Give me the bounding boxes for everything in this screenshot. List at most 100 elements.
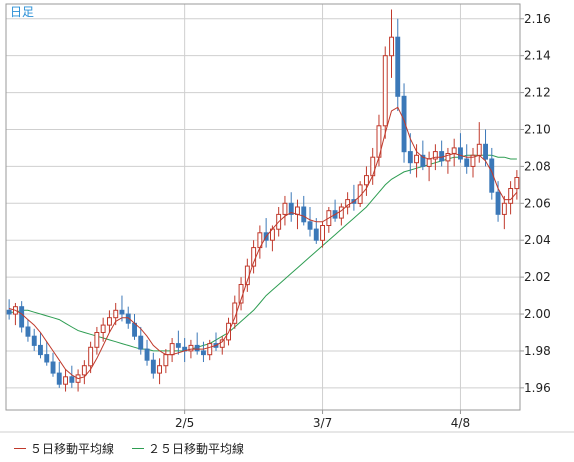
candle-body xyxy=(401,95,407,153)
legend-label-ma25: ２５日移動平均線 xyxy=(148,442,245,456)
candle xyxy=(150,352,156,379)
legend-item-ma25: ２５日移動平均線 xyxy=(132,440,244,457)
candle xyxy=(207,339,213,361)
candle-body xyxy=(338,206,344,219)
candle xyxy=(138,326,144,355)
y-tick-label: 2.14 xyxy=(524,49,551,63)
candle-body xyxy=(113,309,119,319)
y-tick-label: 2.02 xyxy=(524,270,551,284)
candle xyxy=(458,133,463,163)
candle xyxy=(44,341,50,366)
candle xyxy=(395,18,401,112)
candle xyxy=(25,319,31,342)
candle-body xyxy=(483,143,489,160)
candle-body xyxy=(144,348,150,361)
legend-swatch-ma5 xyxy=(14,448,26,449)
candle xyxy=(175,330,181,355)
y-tick-label: 2.08 xyxy=(524,159,551,173)
candle-body xyxy=(476,143,482,156)
candle xyxy=(470,147,476,178)
period-label: 日足 xyxy=(10,5,34,19)
candle xyxy=(107,310,112,333)
candle-body xyxy=(395,36,401,97)
candle-body xyxy=(295,206,300,215)
candle xyxy=(338,203,344,226)
candle xyxy=(194,332,200,355)
candle-body xyxy=(44,354,50,363)
y-tick-label: 2.10 xyxy=(524,122,551,136)
candle xyxy=(326,207,332,233)
candle xyxy=(263,218,269,248)
candle-body xyxy=(50,361,56,374)
candle xyxy=(38,332,43,359)
candle-body xyxy=(458,147,463,160)
candle xyxy=(213,332,219,351)
candle-body xyxy=(169,343,175,356)
candle xyxy=(88,341,94,374)
candle xyxy=(132,314,138,340)
gridlines xyxy=(6,4,520,410)
legend-swatch-ma25 xyxy=(132,448,145,449)
y-tick-label: 2.16 xyxy=(524,12,551,26)
candle xyxy=(439,140,445,167)
candle xyxy=(81,360,87,385)
candle-body xyxy=(313,228,319,241)
candle xyxy=(6,299,12,320)
candle xyxy=(219,336,225,355)
candle xyxy=(94,326,100,355)
candle-body xyxy=(432,151,438,160)
candle-body xyxy=(175,343,181,348)
candle-body xyxy=(407,151,413,164)
candle xyxy=(288,192,294,222)
candle-body xyxy=(88,346,94,367)
y-tick-label: 2.00 xyxy=(524,307,551,321)
candle-body xyxy=(150,359,156,374)
candle-body xyxy=(6,309,12,315)
candle-body xyxy=(364,175,369,186)
candle xyxy=(31,328,37,351)
candle-body xyxy=(320,225,326,241)
candle xyxy=(201,341,206,363)
candle xyxy=(13,302,18,326)
candle-body xyxy=(288,202,294,215)
candle-body xyxy=(219,339,225,348)
x-tick-label: 3/7 xyxy=(313,416,332,430)
candle-body xyxy=(282,202,288,215)
legend-label-ma5: ５日移動平均線 xyxy=(30,442,115,456)
candle xyxy=(251,240,257,274)
legend-item-ma5: ５日移動平均線 xyxy=(14,440,114,457)
candle xyxy=(445,147,451,174)
candle xyxy=(307,207,313,237)
plot-border xyxy=(5,3,521,411)
candle-body xyxy=(382,55,388,127)
candle-body xyxy=(414,154,420,164)
candle-body xyxy=(107,317,112,326)
y-tick-label: 1.98 xyxy=(524,344,551,358)
candle xyxy=(238,277,244,311)
candle xyxy=(345,192,351,215)
candle-body xyxy=(514,177,520,190)
candle-body xyxy=(19,306,25,328)
candle-body xyxy=(94,332,100,348)
candle xyxy=(426,151,432,182)
candle xyxy=(351,184,357,211)
legend: ５日移動平均線 ２５日移動平均線 xyxy=(14,440,244,457)
candle-body xyxy=(119,309,125,315)
candle-body xyxy=(188,344,194,352)
candle xyxy=(508,181,514,215)
ma25-line xyxy=(9,154,517,352)
candle-body xyxy=(470,154,476,167)
y-tick-label: 2.04 xyxy=(524,233,551,247)
candles xyxy=(6,9,520,392)
candle-body xyxy=(63,376,68,385)
candle xyxy=(257,225,263,259)
candle-body xyxy=(495,191,501,215)
candle-body xyxy=(81,365,87,376)
candle xyxy=(364,166,369,196)
candle xyxy=(451,138,457,167)
x-axis-ticks: 2/53/74/85/8 xyxy=(175,410,470,430)
candle xyxy=(501,195,507,230)
candle xyxy=(232,295,238,329)
